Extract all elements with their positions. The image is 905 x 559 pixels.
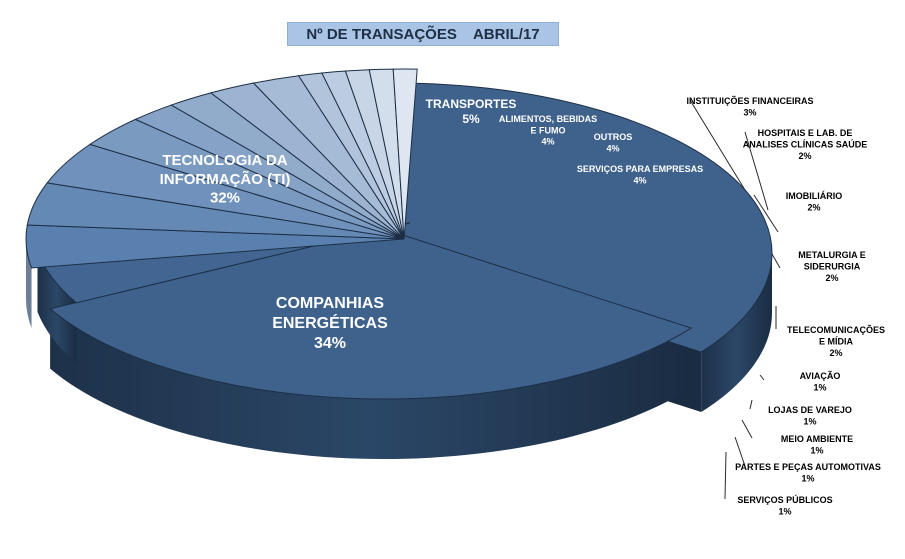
slice-label-0: COMPANHIAS ENERGÉTICAS 34%	[272, 295, 388, 352]
slice-label-5: SERVIÇOS PARA EMPRESAS 4%	[577, 164, 703, 185]
leader-line-7	[744, 131, 769, 211]
slice-label-10: TELECOMUNICAÇÕES E MÍDIA 2%	[787, 325, 885, 358]
pie-slice-1	[49, 228, 693, 400]
pie-slice-0	[393, 82, 773, 353]
slice-label-1: TECNOLOGIA DA INFORMAÇÃO (TI) 32%	[160, 152, 291, 207]
leader-line-14	[734, 436, 746, 467]
slice-label-3: ALIMENTOS, BEBIDAS E FUMO 4%	[499, 114, 597, 147]
slice-label-6: INSTITUIÇÕES FINANCEIRAS 3%	[686, 96, 813, 118]
slice-side	[26, 239, 32, 328]
slice-labels: COMPANHIAS ENERGÉTICAS 34% TECNOLOGIA DA INF…	[160, 96, 885, 517]
leader-line-9	[771, 253, 781, 269]
leader-line-12	[749, 399, 753, 410]
slice-side	[50, 308, 692, 459]
leader-line-13	[741, 419, 753, 439]
leader-line-6	[689, 99, 746, 191]
leader-lines	[689, 99, 781, 500]
leader-line-15	[724, 451, 727, 500]
slice-label-12: LOJAS DE VAREJO 1%	[768, 405, 852, 427]
leader-line-11	[759, 374, 765, 381]
pie-slice-15	[392, 68, 418, 240]
slice-label-11: AVIAÇÃO 1%	[800, 371, 841, 393]
slice-label-8: IMOBILIÁRIO 2%	[786, 191, 843, 213]
slice-label-15: SERVIÇOS PÚBLICOS 1%	[737, 494, 832, 517]
slice-side	[701, 253, 772, 413]
pie-tops	[25, 68, 773, 400]
slice-label-4: OUTROS 4%	[594, 132, 633, 153]
slice-label-14: PARTES E PEÇAS AUTOMOTIVAS 1%	[735, 462, 881, 484]
slice-label-9: METALURGIA E SIDERURGIA 2%	[798, 250, 866, 283]
slice-label-7: HOSPITAIS E LAB. DE ANALISES CLÍNICAS SAÚ…	[743, 128, 868, 161]
slice-label-2: TRANSPORTES 5%	[426, 97, 517, 126]
leader-line-8	[753, 194, 779, 233]
slice-label-13: MEIO AMBIENTE 1%	[781, 434, 853, 456]
chart-title: Nº DE TRANSAÇÕES ABRIL/17	[287, 22, 559, 46]
